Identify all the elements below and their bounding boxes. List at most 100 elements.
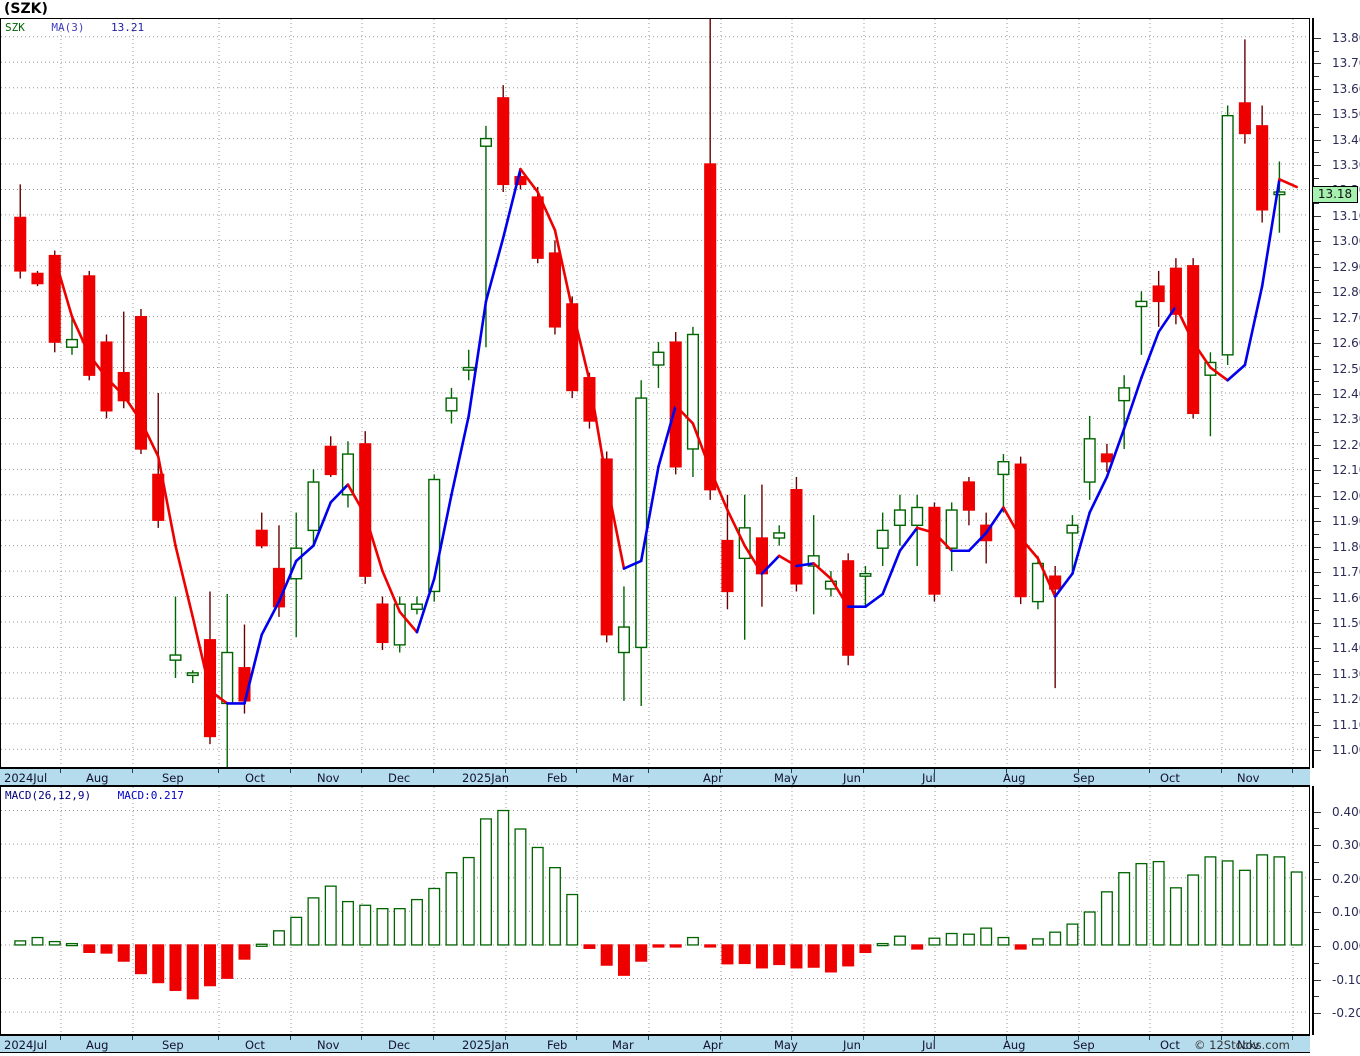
macd-axis-tick-label: 0.400 [1332, 804, 1360, 819]
price-axis-tick-label: 13.50 [1332, 107, 1360, 122]
date-axis-bottom-label: Nov [1237, 1038, 1260, 1052]
price-axis-minor-tick-mark [1314, 279, 1319, 281]
price-axis-tick-mark [1314, 546, 1321, 548]
price-axis-tick-mark [1314, 495, 1321, 497]
price-axis-tick-label: 11.00 [1332, 743, 1360, 758]
macd-chart-panel[interactable] [0, 786, 1310, 1035]
price-axis-minor-tick-mark [1314, 228, 1319, 230]
date-axis-top-label: Feb [547, 771, 568, 785]
date-axis-top-label: Jul [922, 771, 936, 785]
date-axis-top-tick [863, 769, 864, 773]
price-axis-minor-tick-mark [1314, 737, 1319, 739]
date-axis-bottom-label: 2025Jan [462, 1038, 509, 1052]
date-axis-bottom-tick [505, 1036, 506, 1040]
ma3-overlay-line [53, 167, 1298, 705]
date-axis-bottom-label: Oct [245, 1038, 265, 1052]
price-axis-minor-tick-mark [1314, 330, 1319, 332]
date-axis-bottom-label: Sep [1073, 1038, 1095, 1052]
date-axis-top: 2024Jul Aug Sep Oct Nov Dec 2025Jan Feb Mar Apr Ma… [0, 768, 1310, 786]
price-axis-tick-label: 12.20 [1332, 437, 1360, 452]
price-axis-tick-mark [1314, 597, 1321, 599]
date-axis-bottom-tick [720, 1036, 721, 1040]
macd-axis-minor-tick-mark [1314, 861, 1319, 863]
macd-axis-tick-label: -0.100 [1332, 972, 1360, 987]
date-axis-top-tick [1078, 769, 1079, 773]
date-axis-top-label: May [774, 771, 798, 785]
price-axis-tick-label: 13.80 [1332, 30, 1360, 45]
price-axis-minor-tick-mark [1314, 559, 1319, 561]
date-axis-top-label: Oct [1160, 771, 1180, 785]
date-axis-bottom-tick [132, 1036, 133, 1040]
current-price-badge: 13.18 [1312, 185, 1358, 203]
date-axis-bottom-label: Apr [703, 1038, 723, 1052]
price-axis-minor-tick-mark [1314, 152, 1319, 154]
date-axis-top-label: Sep [162, 771, 184, 785]
date-axis-bottom-tick [791, 1036, 792, 1040]
date-axis-bottom-label: Aug [1003, 1038, 1026, 1052]
macd-legend: MACD(26,12,9) MACD:0.217 [5, 789, 184, 802]
price-axis-minor-tick-mark [1314, 203, 1319, 205]
date-axis-bottom-tick [290, 1036, 291, 1040]
macd-axis-tick-label: 0.100 [1332, 905, 1360, 920]
price-axis-tick-label: 11.30 [1332, 666, 1360, 681]
price-legend: SZK MA(3) 13.21 [5, 21, 144, 34]
date-axis-top-tick [648, 769, 649, 773]
price-axis-tick-mark [1314, 165, 1321, 167]
price-axis-tick-label: 13.70 [1332, 56, 1360, 71]
date-axis-bottom-tick [648, 1036, 649, 1040]
price-axis-minor-tick-mark [1314, 610, 1319, 612]
price-axis-minor-tick-mark [1314, 508, 1319, 510]
macd-legend-value: MACD:0.217 [117, 789, 184, 802]
macd-legend-name: MACD(26,12,9) [5, 789, 92, 802]
price-axis-tick-label: 13.40 [1332, 132, 1360, 147]
price-axis-tick-mark [1314, 419, 1321, 421]
date-axis-bottom-label: May [774, 1038, 798, 1052]
macd-axis-tick-label: 0.200 [1332, 871, 1360, 886]
price-axis-tick-label: 11.70 [1332, 565, 1360, 580]
price-chart-panel[interactable] [0, 18, 1310, 768]
date-axis-bottom-tick [934, 1036, 935, 1040]
date-axis-top-label: Oct [245, 771, 265, 785]
price-axis-spine [1312, 18, 1314, 768]
macd-axis-tick-label: 0.300 [1332, 838, 1360, 853]
date-axis-bottom-tick [1221, 1036, 1222, 1040]
macd-axis-tick-mark [1314, 912, 1321, 914]
price-axis-minor-tick-mark [1314, 101, 1319, 103]
macd-axis-minor-tick-mark [1314, 895, 1319, 897]
date-axis-top-label: Aug [1003, 771, 1026, 785]
macd-axis-minor-tick-mark [1314, 929, 1319, 931]
price-axis-minor-tick-mark [1314, 661, 1319, 663]
price-chart-canvas [1, 19, 1309, 767]
price-axis-tick-label: 12.50 [1332, 361, 1360, 376]
price-axis-tick-mark [1314, 114, 1321, 116]
price-axis-minor-tick-mark [1314, 406, 1319, 408]
price-axis-tick-mark [1314, 444, 1321, 446]
date-axis-bottom-tick [60, 1036, 61, 1040]
date-axis-bottom-label: Jul [922, 1038, 936, 1052]
date-axis-bottom-label: 2024Jul [4, 1038, 48, 1052]
date-axis-top-label: Aug [86, 771, 109, 785]
price-axis-tick-mark [1314, 317, 1321, 319]
date-axis-top-tick [361, 769, 362, 773]
price-axis-tick-mark [1314, 215, 1321, 217]
price-axis-tick-label: 12.10 [1332, 463, 1360, 478]
price-axis-tick-label: 11.60 [1332, 590, 1360, 605]
macd-axis-tick-mark [1314, 1013, 1321, 1015]
price-axis-tick-mark [1314, 343, 1321, 345]
price-axis-tick-mark [1314, 292, 1321, 294]
macd-axis-tick-mark [1314, 979, 1321, 981]
price-axis-minor-tick-mark [1314, 712, 1319, 714]
date-axis-bottom-label: Aug [86, 1038, 109, 1052]
date-axis-top-label: 2025Jan [462, 771, 509, 785]
date-axis-bottom-tick [576, 1036, 577, 1040]
legend-symbol: SZK [5, 21, 25, 34]
date-axis-bottom-tick [1149, 1036, 1150, 1040]
price-axis-tick-mark [1314, 622, 1321, 624]
date-axis-bottom-tick [218, 1036, 219, 1040]
price-axis-minor-tick-mark [1314, 355, 1319, 357]
date-axis-top-tick [1149, 769, 1150, 773]
price-axis-tick-label: 12.40 [1332, 387, 1360, 401]
price-axis-minor-tick-mark [1314, 533, 1319, 535]
macd-axis-minor-tick-mark [1314, 996, 1319, 998]
